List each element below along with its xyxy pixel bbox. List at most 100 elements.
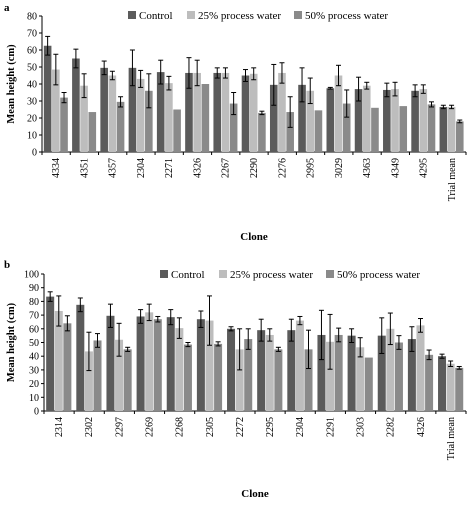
- x-tick-label: 3029: [334, 158, 345, 178]
- y-tick-label: 90: [29, 283, 39, 294]
- bar-2-4: [183, 344, 192, 411]
- bar-1-5: [193, 72, 201, 152]
- y-tick-label: 40: [29, 352, 39, 363]
- bar-1-3: [136, 78, 145, 152]
- legend-label-2: 50% process water: [305, 10, 388, 22]
- bar-2-3: [145, 90, 153, 152]
- y-tick-label: 80: [29, 297, 39, 308]
- y-axis-label: Mean height (cm): [6, 44, 17, 124]
- x-tick-label: 2304: [295, 417, 306, 437]
- y-tick-label: 20: [29, 379, 39, 390]
- bar-2-6: [244, 339, 253, 411]
- x-tick-label: 4295: [419, 158, 430, 178]
- bar-2-9: [334, 334, 343, 411]
- bar-1-7: [265, 334, 274, 411]
- x-tick-label: 2314: [54, 417, 65, 437]
- bar-0-9: [298, 84, 306, 152]
- bar-0-1: [72, 58, 80, 152]
- bar-2-7: [274, 349, 283, 411]
- bar-2-1: [93, 340, 102, 411]
- x-tick-label: 2304: [136, 158, 147, 178]
- y-axis-label: Mean height (cm): [6, 302, 17, 382]
- x-tick-label: 2272: [235, 417, 246, 437]
- bar-2-2: [123, 349, 132, 411]
- bar-1-9: [306, 90, 315, 152]
- bar-2-11: [394, 342, 403, 411]
- bar-2-4: [173, 109, 181, 152]
- bar-2-3: [153, 319, 162, 411]
- bar-2-5: [201, 84, 210, 152]
- x-tick-label: 2291: [325, 417, 336, 437]
- bar-2-0: [63, 323, 72, 411]
- bar-0-10: [347, 335, 356, 411]
- y-tick-label: 0: [32, 148, 37, 159]
- bar-1-10: [334, 75, 343, 152]
- bar-0-1: [76, 304, 85, 411]
- legend-label-0: Control: [171, 269, 205, 281]
- bar-2-2: [116, 101, 125, 152]
- bar-1-12: [391, 89, 399, 152]
- bar-1-12: [416, 325, 425, 411]
- bar-1-11: [362, 85, 371, 152]
- bar-0-4: [156, 72, 165, 152]
- x-tick-label: Trial mean: [446, 417, 457, 460]
- y-tick-label: 30: [27, 97, 37, 108]
- bar-1-4: [175, 328, 184, 411]
- x-tick-label: 4334: [51, 158, 62, 178]
- panel-label-b: b: [4, 259, 11, 271]
- y-tick-label: 80: [27, 12, 37, 23]
- x-tick-label: 4363: [362, 158, 373, 178]
- x-tick-label: 2271: [164, 158, 175, 178]
- bar-2-14: [455, 121, 464, 152]
- bar-2-0: [60, 97, 68, 152]
- bar-1-1: [80, 85, 88, 152]
- bar-2-5: [214, 343, 223, 411]
- x-tick-label: 2282: [386, 417, 397, 437]
- bar-2-10: [364, 357, 373, 411]
- bar-2-11: [371, 107, 379, 152]
- x-tick-label: 4357: [108, 158, 119, 178]
- legend-label-1: 25% process water: [198, 10, 281, 22]
- bar-2-13: [427, 104, 436, 152]
- x-axis-label: Clone: [241, 488, 269, 500]
- bar-0-8: [269, 84, 278, 152]
- bar-1-13: [419, 89, 428, 152]
- y-tick-label: 50: [27, 63, 37, 74]
- x-tick-label: 2995: [306, 158, 317, 178]
- y-tick-label: 60: [29, 324, 39, 335]
- y-tick-label: 40: [27, 80, 37, 91]
- bar-2-12: [399, 106, 408, 152]
- bar-1-4: [165, 83, 173, 152]
- y-tick-label: 50: [29, 338, 39, 349]
- bar-1-5: [205, 320, 214, 411]
- legend-swatch-1: [219, 270, 227, 278]
- bar-0-7: [257, 330, 266, 411]
- bar-1-8: [295, 320, 304, 411]
- bar-1-0: [54, 310, 63, 411]
- chart-a-svg: 0 10 20 30 40 50 60 70 80 Mean height (cm) Control…: [6, 10, 467, 243]
- x-tick-label: 2290: [249, 158, 260, 178]
- bar-0-0: [46, 296, 55, 411]
- x-tick-label: 2295: [265, 417, 276, 437]
- legend-swatch-2: [326, 270, 334, 278]
- bar-2-8: [304, 349, 313, 411]
- bar-2-6: [229, 103, 238, 152]
- bar-0-8: [287, 330, 296, 411]
- x-tick-label: 2303: [356, 417, 367, 437]
- bar-0-5: [185, 72, 193, 152]
- bar-1-3: [145, 312, 154, 411]
- bar-0-3: [136, 316, 145, 411]
- bar-0-3: [128, 67, 137, 152]
- bar-2-10: [342, 103, 351, 152]
- x-tick-label: 2302: [84, 417, 95, 437]
- x-tick-label: Trial mean: [447, 158, 458, 201]
- bar-1-6: [235, 349, 244, 411]
- x-tick-label: 2276: [277, 158, 288, 178]
- y-tick-label: 0: [34, 407, 39, 418]
- x-tick-label: 4326: [416, 417, 427, 437]
- chart-panel-b: b 0 10 20 30 40 50 60 70 80 90 100 Mean height (cm)…: [0, 257, 474, 513]
- bar-0-2: [100, 67, 108, 152]
- bar-0-2: [106, 315, 115, 411]
- bar-0-10: [326, 88, 335, 152]
- y-tick-label: 70: [27, 29, 37, 40]
